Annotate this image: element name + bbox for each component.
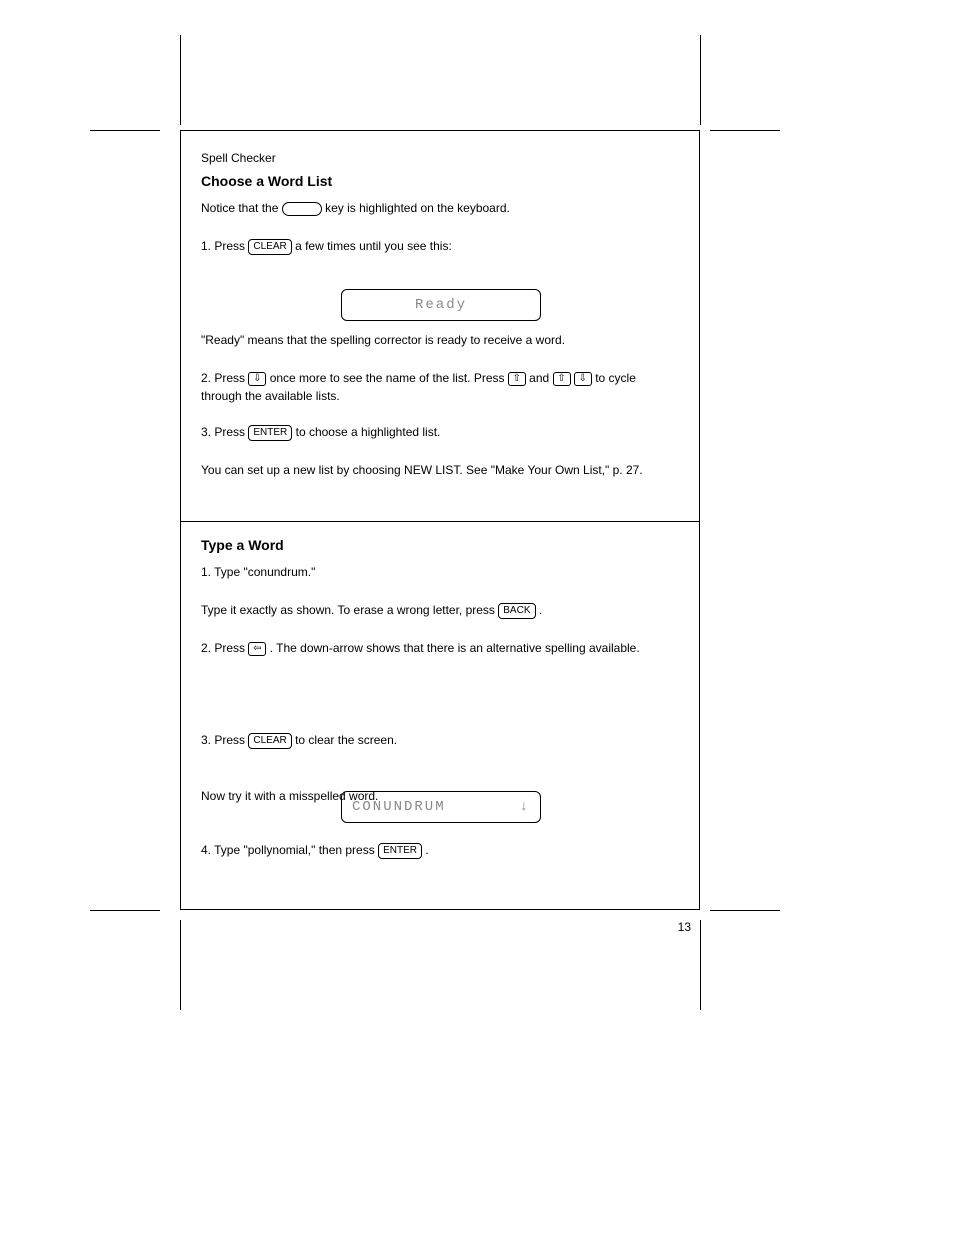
text: 2. Press [201,371,248,385]
text: Notice that the [201,201,282,215]
clear-key-icon: CLEAR [248,239,291,255]
text: 4. Type "pollynomial," then press [201,843,378,857]
cropmark [710,130,780,131]
text: 1. Press [201,239,248,253]
text: a few times until you see this: [295,239,452,253]
step-3: 3. Press ENTER to choose a highlighted l… [201,423,679,441]
arrow-left-icon: ⇦ [248,642,266,656]
section-title: Choose a Word List [201,173,332,189]
lcd-display: Ready [341,289,541,321]
text: to choose a highlighted list. [296,425,441,439]
step-2: 2. Press ⇦ . The down-arrow shows that t… [201,639,679,657]
step-2: 2. Press ⇩ once more to see the name of … [201,369,679,405]
text: once more to see the name of the list. P… [270,371,508,385]
step-3: 3. Press CLEAR to clear the screen. [201,731,679,749]
cropmark [180,35,181,125]
text: . [539,603,542,617]
page-frame: Spell Checker Choose a Word List Notice … [180,130,700,910]
cropmark [180,920,181,1010]
page-number: 13 [678,920,691,934]
arrow-down-icon: ⇩ [248,372,266,386]
text: 3. Press [201,733,248,747]
cropmark [700,35,701,125]
paragraph: "Ready" means that the spelling correcto… [201,331,679,349]
enter-key-icon: ENTER [248,425,292,441]
arrow-down-icon: ⇩ [574,372,592,386]
clear-key-icon: CLEAR [248,733,291,749]
text: to clear the screen. [295,733,397,747]
text: key is highlighted on the keyboard. [325,201,510,215]
cropmark [710,910,780,911]
header-text: Spell Checker [201,151,679,165]
arrow-up-icon: ⇧ [553,372,571,386]
text: . [425,843,428,857]
lcd-text: Ready [415,297,467,313]
cropmark [90,910,160,911]
cropmark [90,130,160,131]
back-key-icon: BACK [498,603,535,619]
step-1: 1. Press CLEAR a few times until you see… [201,237,679,255]
paragraph: Type it exactly as shown. To erase a wro… [201,601,679,619]
step-1: 1. Type "conundrum." [201,563,679,581]
paragraph: You can set up a new list by choosing NE… [201,461,679,479]
text: Type it exactly as shown. To erase a wro… [201,603,498,617]
paragraph: Now try it with a misspelled word. [201,787,679,805]
enter-key-icon: ENTER [378,843,422,859]
highlighted-key-icon [282,202,322,216]
text: and [529,371,552,385]
text: 2. Press [201,641,248,655]
paragraph: Notice that the key is highlighted on th… [201,199,679,217]
step-4: 4. Type "pollynomial," then press ENTER … [201,841,679,859]
text: 3. Press [201,425,248,439]
cropmark [700,920,701,1010]
arrow-up-icon: ⇧ [508,372,526,386]
text: . The down-arrow shows that there is an … [270,641,640,655]
section-divider [181,521,699,522]
section-title: Type a Word [201,537,284,553]
